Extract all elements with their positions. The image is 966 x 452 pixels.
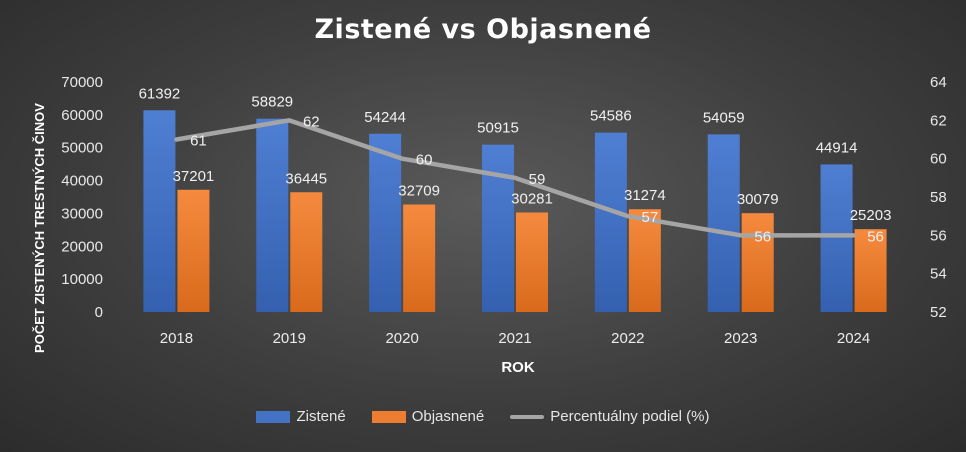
- bar-objasnene: [516, 212, 548, 312]
- x-tick-label: 2018: [160, 330, 193, 347]
- data-labels: 61392 37201 58829 36445 54244 32709 50915 30281…: [139, 85, 892, 245]
- data-label-zistene: 61392: [139, 85, 181, 102]
- bar-objasnene: [628, 209, 661, 312]
- legend-label: Objasnené: [411, 408, 485, 425]
- bar-zistene: [369, 133, 402, 312]
- x-tick-label: 2023: [724, 330, 757, 347]
- data-label-zistene: 44914: [816, 139, 858, 156]
- bar-objasnene: [403, 204, 436, 312]
- y-tick-label: 70000: [61, 74, 103, 91]
- bar-objasnene: [741, 213, 774, 312]
- legend-swatch-orange: [371, 410, 406, 423]
- legend-item-podiel: Percentuálny podiel (%): [510, 408, 710, 425]
- data-label-objasnene: 30281: [511, 191, 553, 208]
- line-percentualny-podiel: [174, 118, 856, 238]
- data-label-objasnene: 37201: [173, 168, 215, 185]
- line-layer: [174, 118, 856, 238]
- x-axis: 2018 2019 2020 2021 2022 2023 2024: [160, 330, 871, 347]
- legend-label: Percentuálny podiel (%): [550, 408, 710, 425]
- data-label-objasnene: 31274: [624, 187, 666, 204]
- data-label-objasnene: 30079: [737, 191, 779, 208]
- x-axis-title: ROK: [501, 359, 535, 376]
- y2-tick-label: 62: [930, 112, 947, 129]
- data-label-zistene: 54586: [590, 108, 632, 125]
- bar-objasnene: [290, 192, 323, 312]
- bar-zistene: [256, 118, 289, 312]
- y-tick-label: 40000: [61, 173, 103, 190]
- y2-tick-label: 56: [930, 227, 947, 244]
- x-tick-label: 2019: [273, 330, 306, 347]
- legend-swatch-gray-line: [510, 414, 545, 419]
- x-tick-label: 2020: [385, 330, 418, 347]
- right-axis: 52 54 56 58 60 62 64: [930, 74, 947, 321]
- y-tick-label: 30000: [61, 205, 103, 222]
- data-label-objasnene: 32709: [398, 183, 440, 200]
- data-label-objasnene: 36445: [285, 170, 327, 187]
- data-label-objasnene: 25203: [850, 207, 892, 224]
- data-label-podiel: 62: [303, 113, 320, 130]
- legend-label: Zistené: [296, 408, 346, 425]
- bar-zistene: [707, 134, 740, 312]
- bars-layer: [143, 110, 887, 312]
- y2-tick-label: 60: [930, 151, 947, 168]
- y-tick-label: 20000: [61, 238, 103, 255]
- y2-tick-label: 64: [930, 74, 947, 91]
- legend-swatch-blue: [256, 410, 291, 423]
- data-label-zistene: 50915: [477, 120, 519, 137]
- data-label-podiel: 59: [529, 171, 546, 188]
- y-tick-label: 10000: [61, 271, 103, 288]
- bar-objasnene: [854, 229, 887, 312]
- y-tick-label: 50000: [61, 140, 103, 157]
- y2-tick-label: 52: [930, 304, 947, 321]
- x-tick-label: 2024: [837, 330, 870, 347]
- legend: Zistené Objasnené Percentuálny podiel (%…: [0, 408, 966, 425]
- x-tick-label: 2022: [611, 330, 644, 347]
- y2-tick-label: 54: [930, 266, 947, 283]
- y2-tick-label: 58: [930, 189, 947, 206]
- data-label-podiel: 56: [754, 228, 771, 245]
- y-tick-label: 0: [95, 304, 103, 321]
- bar-zistene: [594, 132, 627, 312]
- bar-zistene: [820, 164, 853, 312]
- data-label-podiel: 57: [642, 209, 659, 226]
- legend-item-objasnene: Objasnené: [371, 408, 485, 425]
- x-tick-label: 2021: [498, 330, 531, 347]
- data-label-zistene: 54244: [364, 109, 406, 126]
- y-axis-title: POČET ZISTENÝCH TRESTNÝCH ČINOV: [32, 103, 47, 353]
- bar-zistene: [482, 144, 514, 312]
- data-label-podiel: 60: [416, 152, 433, 169]
- left-axis: 0 10000 20000 30000 40000 50000 60000 70000: [61, 74, 103, 321]
- legend-item-zistene: Zistené: [256, 408, 346, 425]
- y-tick-label: 60000: [61, 107, 103, 124]
- data-label-podiel: 61: [190, 133, 207, 150]
- data-label-zistene: 54059: [703, 109, 745, 126]
- bar-zistene: [143, 110, 176, 312]
- data-label-podiel: 56: [867, 228, 884, 245]
- chart-title: Zistené vs Objasnené: [314, 14, 652, 45]
- bar-objasnene: [177, 189, 210, 312]
- data-label-zistene: 58829: [251, 94, 293, 111]
